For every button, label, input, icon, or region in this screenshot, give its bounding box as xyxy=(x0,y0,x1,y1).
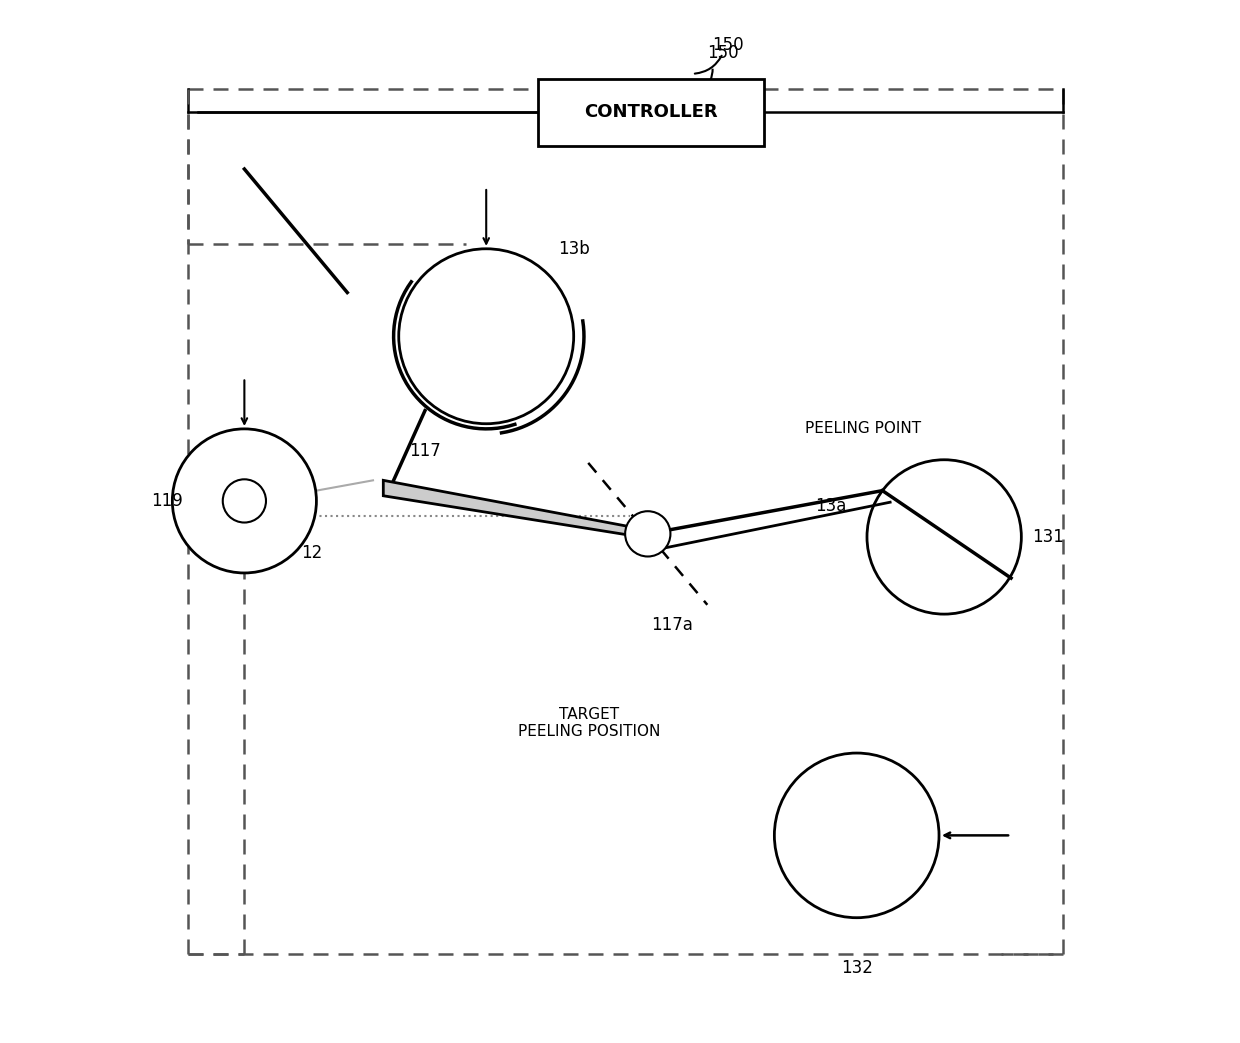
Text: PEELING POINT: PEELING POINT xyxy=(805,421,921,436)
Text: 12: 12 xyxy=(301,543,322,561)
Circle shape xyxy=(172,429,316,573)
Text: 119: 119 xyxy=(151,492,182,510)
Text: CONTROLLER: CONTROLLER xyxy=(584,103,718,121)
Text: 150: 150 xyxy=(707,44,739,63)
Circle shape xyxy=(399,249,574,423)
Circle shape xyxy=(223,480,267,523)
Text: 132: 132 xyxy=(841,959,873,977)
Text: 117a: 117a xyxy=(651,615,693,633)
Circle shape xyxy=(867,460,1022,614)
Circle shape xyxy=(774,753,939,918)
Text: 131: 131 xyxy=(1032,528,1064,545)
Text: 13b: 13b xyxy=(558,240,590,258)
Text: TARGET
PEELING POSITION: TARGET PEELING POSITION xyxy=(518,707,661,739)
FancyBboxPatch shape xyxy=(538,79,764,146)
Polygon shape xyxy=(383,481,641,537)
Text: 150: 150 xyxy=(712,37,744,54)
Circle shape xyxy=(625,511,671,557)
Text: 117: 117 xyxy=(409,442,440,460)
Text: 13a: 13a xyxy=(816,498,847,515)
